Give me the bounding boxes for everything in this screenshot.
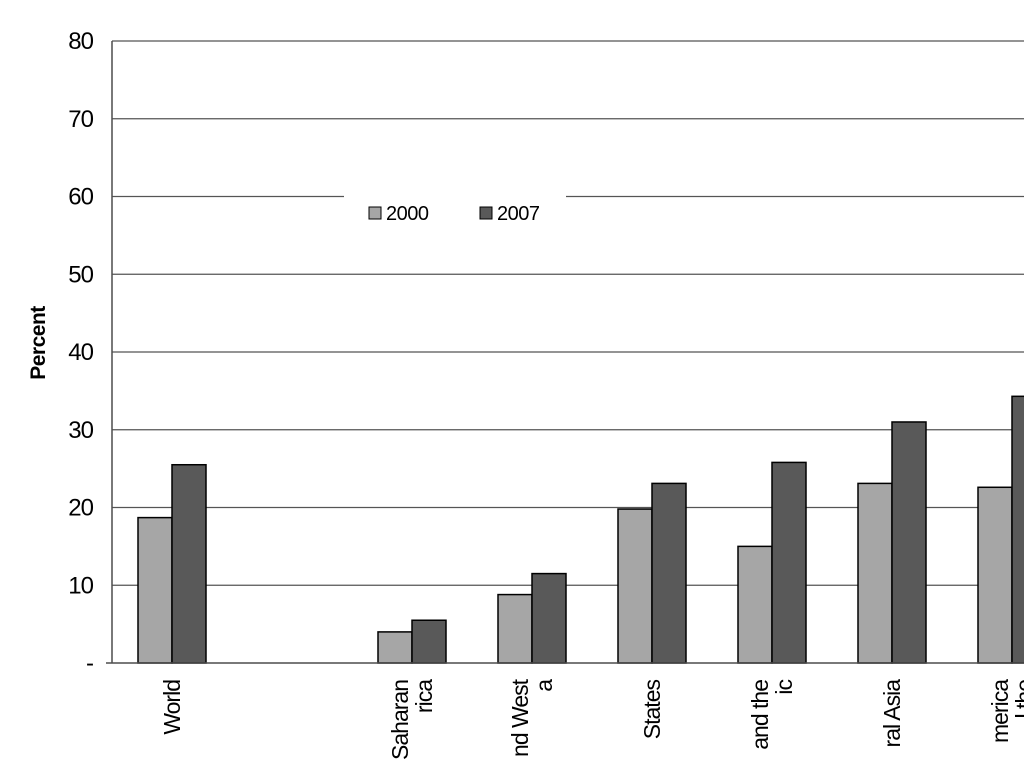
bar-2007-east-asia (771, 461, 807, 664)
bar-2000-east-asia (737, 545, 773, 664)
bar-2000-ssa (377, 631, 413, 664)
y-tick-label: 70 (68, 106, 93, 133)
legend-swatch-2007 (479, 206, 493, 220)
y-tick-label: 50 (68, 261, 93, 288)
bar-2000-arab (617, 508, 653, 664)
bar-2000-sw-asia (497, 593, 533, 664)
x-tick-label-latin-america: merical the (987, 679, 1024, 743)
x-tick-label-sw-asia: nd Westa (507, 678, 557, 757)
y-tick-label: 60 (68, 184, 93, 211)
y-tick-label: 20 (68, 495, 93, 522)
bar-2007-latin-america (1011, 395, 1024, 664)
x-tick-label-east-asia: and theic (747, 680, 797, 750)
x-tick-label-world: World (159, 680, 185, 735)
bar-2007-central-asia (891, 421, 927, 664)
bars (137, 395, 1024, 664)
y-tick-label: - (86, 650, 93, 677)
gridlines (112, 40, 1024, 586)
legend-label-2007: 2007 (497, 203, 540, 225)
legend-label-2000: 2000 (386, 203, 429, 225)
y-axis-label: Percent (27, 306, 50, 380)
y-tick-label: 30 (68, 417, 93, 444)
bar-2007-sw-asia (531, 572, 567, 664)
bar-2007-ssa (411, 619, 447, 664)
y-tick-label: 80 (68, 28, 93, 55)
x-tick-labels: World Saharanrica nd Westa States and theic r… (159, 678, 1024, 760)
bar-2000-central-asia (857, 482, 893, 664)
y-tick-label: 10 (68, 572, 93, 599)
bar-2000-world (137, 516, 173, 664)
legend: 2000 2007 (344, 190, 566, 236)
x-tick-label-arab: States (639, 680, 665, 740)
bar-2000-latin-america (977, 486, 1013, 664)
bar-2007-world (171, 463, 207, 664)
x-tick-label-ssa: Saharanrica (387, 679, 437, 760)
legend-swatch-2000 (368, 206, 382, 220)
bar-2007-arab (651, 482, 687, 664)
y-tick-labels: - 10 20 30 40 50 60 70 80 (68, 28, 94, 677)
y-tick-label: 40 (68, 339, 93, 366)
x-tick-label-central-asia: ral Asia (879, 679, 905, 748)
